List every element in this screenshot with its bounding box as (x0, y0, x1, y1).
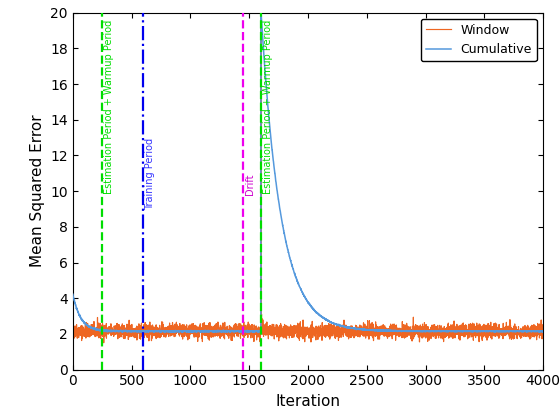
Cumulative (267, 134, 274, 139)
Line: Cumulative: Cumulative (73, 13, 543, 332)
Cumulative (293, 277, 300, 282)
Cumulative (412, 328, 418, 333)
Cumulative (69, 292, 76, 297)
Window (267, 332, 274, 337)
Window (258, 10, 264, 15)
Legend: Window, Cumulative: Window, Cumulative (421, 19, 537, 61)
X-axis label: Iteration: Iteration (276, 394, 340, 409)
Cumulative (271, 168, 278, 173)
Text: Drift: Drift (245, 173, 255, 195)
Window (526, 334, 533, 339)
Line: Window: Window (73, 13, 543, 343)
Window (540, 328, 547, 333)
Window (100, 340, 107, 345)
Cumulative (540, 328, 547, 333)
Window (271, 331, 278, 336)
Text: Training Period: Training Period (145, 138, 155, 210)
Window (412, 333, 418, 338)
Window (69, 296, 76, 301)
Text: Estimation Period + Warmup Period: Estimation Period + Warmup Period (263, 20, 273, 194)
Text: Estimation Period + Warmup Period: Estimation Period + Warmup Period (104, 20, 114, 194)
Window (502, 329, 509, 334)
Window (293, 325, 300, 330)
Cumulative (502, 328, 509, 333)
Cumulative (258, 10, 264, 15)
Cumulative (526, 328, 533, 333)
Y-axis label: Mean Squared Error: Mean Squared Error (30, 115, 45, 268)
Cumulative (249, 330, 256, 335)
